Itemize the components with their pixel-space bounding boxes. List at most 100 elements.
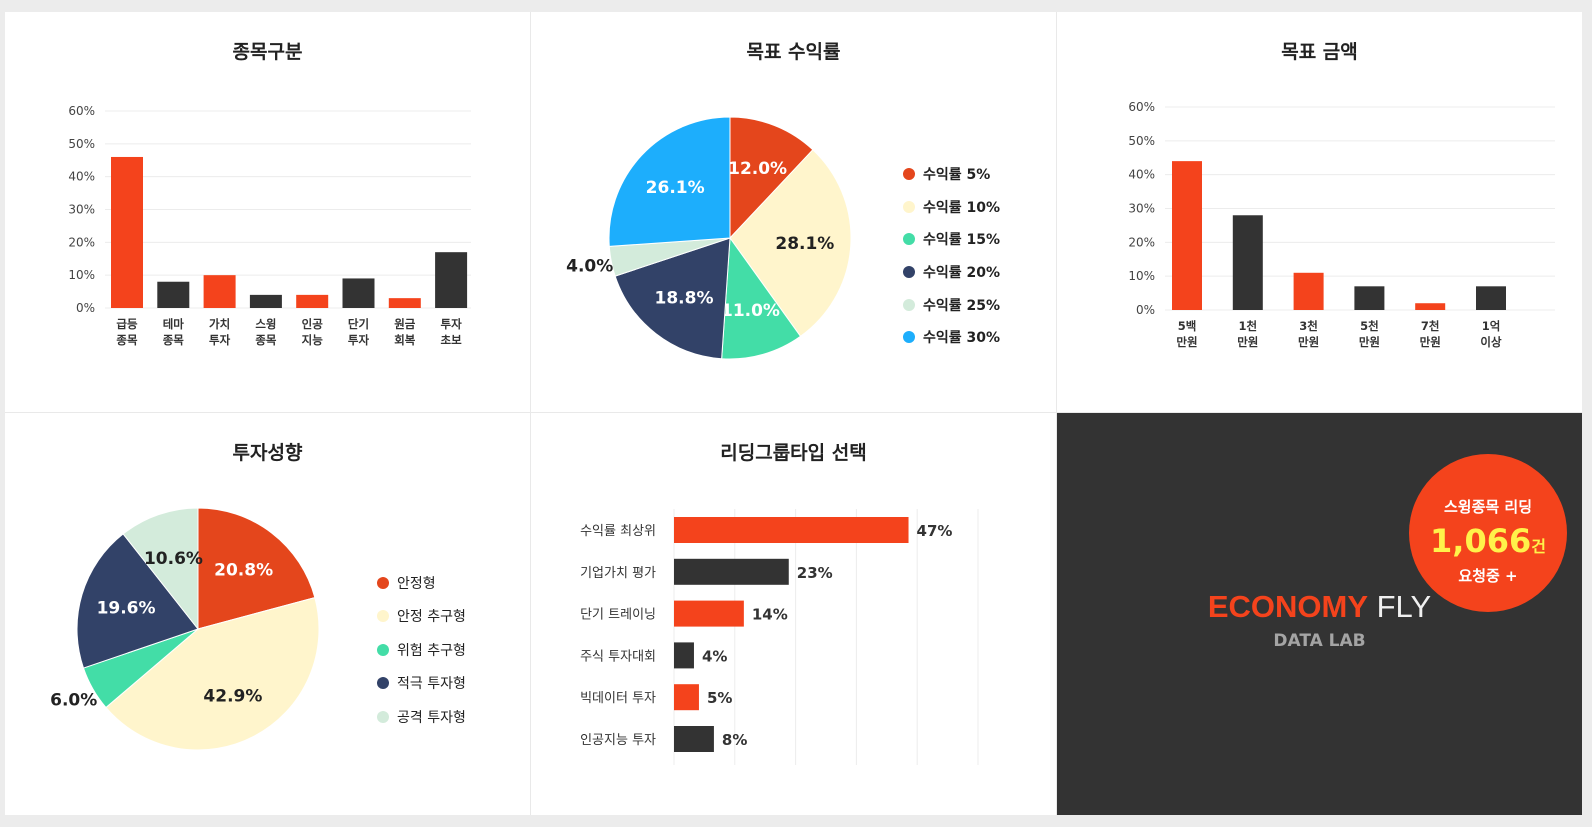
panel-target-return: 목표 수익률 12.0% 28.1% 11.0% 18.8% 4.0% 26.1% 수익률… bbox=[531, 12, 1057, 413]
y-tick-label: 50% bbox=[1128, 134, 1155, 148]
bar bbox=[249, 294, 282, 308]
x-tick-label: 종목 bbox=[116, 333, 138, 347]
legend-label: 수익률 30% bbox=[923, 330, 1001, 347]
legend-label: 수익률 15% bbox=[923, 232, 1001, 249]
bar bbox=[388, 298, 421, 308]
legend-item: 수익률 20% bbox=[903, 256, 1000, 289]
bar bbox=[111, 156, 143, 308]
pie-value-label: 4.0% bbox=[566, 257, 613, 277]
legend-dot bbox=[903, 331, 915, 344]
bar bbox=[1172, 161, 1202, 310]
legend-item: 공격 투자형 bbox=[377, 700, 466, 734]
promo-panel[interactable]: ECONOMY FLY DATA LAB 스윙종목 리딩 1,066건 요청중 … bbox=[1057, 413, 1582, 815]
x-tick-label: 회복 bbox=[394, 333, 416, 347]
bar bbox=[296, 294, 329, 308]
dashboard: 종목구분 0% 10% 20% 30% 40% 50% 60% 급등 종목 테마 종목 가치 투자 스윙 종… bbox=[5, 12, 1582, 815]
request-count-badge[interactable]: 스윙종목 리딩 1,066건 요청중 + bbox=[1409, 454, 1567, 612]
panel-leading-group-type: 리딩그룹타입 선택 수익률 최상위 47% 기업가치 평가 23% 단기 트레이닝 14%… bbox=[531, 413, 1057, 815]
bar bbox=[435, 252, 468, 308]
pie-value-label: 10.6% bbox=[144, 549, 203, 569]
badge-title: 스윙종목 리딩 bbox=[1443, 498, 1533, 516]
pie-slice bbox=[122, 507, 199, 631]
bar bbox=[1232, 215, 1263, 310]
panel-title: 목표 금액 bbox=[1281, 41, 1358, 63]
x-tick-label: 종목 bbox=[163, 333, 185, 347]
x-tick-label: 3천 bbox=[1299, 319, 1318, 333]
y-tick-label: 50% bbox=[68, 137, 95, 151]
pie-slice bbox=[614, 237, 731, 360]
legend-label: 안정 추구형 bbox=[397, 609, 466, 626]
pie-slice bbox=[105, 596, 320, 751]
category-label: 기업가치 평가 bbox=[580, 566, 656, 581]
y-tick-label: 60% bbox=[68, 104, 95, 118]
y-tick-label: 20% bbox=[1128, 235, 1155, 249]
panel-title: 투자성향 bbox=[232, 442, 303, 464]
pie-slice bbox=[197, 507, 316, 630]
y-tick-label: 30% bbox=[68, 203, 95, 217]
bar-value-label: 23% bbox=[797, 564, 833, 582]
pie-slice bbox=[721, 236, 802, 360]
x-tick-label: 1억 bbox=[1482, 319, 1501, 333]
legend-dot bbox=[377, 677, 389, 690]
brand-logo: ECONOMY FLY bbox=[1057, 589, 1582, 625]
x-tick-label: 투자 bbox=[441, 317, 463, 331]
legend-label: 수익률 25% bbox=[923, 297, 1001, 314]
legend-label: 수익률 10% bbox=[923, 199, 1001, 216]
legend-label: 적극 투자형 bbox=[397, 676, 466, 693]
bar-value-label: 5% bbox=[707, 689, 732, 707]
bar-value-label: 8% bbox=[722, 731, 747, 749]
bar bbox=[674, 684, 699, 711]
x-tick-label: 급등 bbox=[116, 317, 138, 331]
bar-value-label: 14% bbox=[752, 606, 788, 624]
pie-value-label: 26.1% bbox=[646, 178, 705, 198]
x-tick-label: 5천 bbox=[1360, 319, 1379, 333]
badge-count: 1,066 bbox=[1430, 522, 1532, 560]
bar bbox=[1293, 272, 1324, 310]
category-label: 단기 트레이닝 bbox=[580, 608, 656, 623]
legend-dot bbox=[377, 643, 389, 656]
x-tick-label: 5백 bbox=[1178, 319, 1197, 333]
bar bbox=[157, 281, 190, 308]
x-tick-label: 이상 bbox=[1480, 335, 1502, 349]
stock-category-bar-chart: 0%10%20%30%40%50%60%급등종목테마종목가치투자스윙종목인공지능… bbox=[68, 104, 471, 347]
legend-dot bbox=[377, 710, 389, 723]
x-tick-label: 지능 bbox=[302, 333, 324, 347]
target-return-pie-chart: 12.0% 28.1% 11.0% 18.8% 4.0% 26.1% bbox=[566, 116, 852, 360]
badge-status: 요청중 + bbox=[1458, 567, 1518, 585]
brand-logo-part1: ECONOMY bbox=[1207, 589, 1368, 624]
legend-item: 안정 추구형 bbox=[377, 600, 466, 634]
x-tick-label: 테마 bbox=[163, 317, 185, 331]
legend-label: 위험 추구형 bbox=[397, 642, 466, 659]
investment-style-pie-chart: 20.8% 42.9% 6.0% 19.6% 10.6% bbox=[50, 507, 320, 751]
x-tick-label: 투자 bbox=[209, 333, 231, 347]
leading-group-hbar-chart: 수익률 최상위 47% 기업가치 평가 23% 단기 트레이닝 14% 주식 투자대회 4% 빅… bbox=[580, 509, 979, 765]
x-tick-label: 스윙 bbox=[255, 317, 276, 331]
pie-value-label: 12.0% bbox=[728, 159, 787, 179]
legend-dot bbox=[903, 233, 915, 246]
pie-value-label: 20.8% bbox=[214, 560, 273, 580]
bar bbox=[1476, 286, 1506, 310]
panel-title: 목표 수익률 bbox=[746, 41, 841, 63]
pie-value-label: 18.8% bbox=[655, 288, 714, 308]
x-tick-label: 투자 bbox=[348, 333, 370, 347]
pie-value-label: 6.0% bbox=[50, 691, 97, 711]
legend-item: 적극 투자형 bbox=[377, 667, 466, 701]
pie-value-label: 42.9% bbox=[203, 686, 262, 706]
category-label: 수익률 최상위 bbox=[580, 524, 656, 539]
bar-value-label: 4% bbox=[702, 647, 727, 665]
x-tick-label: 초보 bbox=[441, 333, 463, 347]
legend-dot bbox=[903, 168, 915, 181]
legend-label: 공격 투자형 bbox=[397, 709, 466, 726]
legend-dot bbox=[903, 266, 915, 279]
legend-item: 수익률 25% bbox=[903, 288, 1000, 321]
legend-label: 수익률 5% bbox=[923, 167, 991, 184]
x-tick-label: 만원 bbox=[1359, 335, 1380, 349]
pie-slice bbox=[729, 149, 852, 338]
bar-value-label: 47% bbox=[917, 522, 953, 540]
x-tick-label: 가치 bbox=[209, 317, 230, 331]
x-tick-label: 1천 bbox=[1239, 319, 1258, 333]
y-tick-label: 0% bbox=[1136, 303, 1155, 317]
bar bbox=[674, 600, 744, 627]
panel-investment-style: 투자성향 20.8% 42.9% 6.0% 19.6% 10.6% 안정형 안정 추구형… bbox=[5, 413, 531, 815]
